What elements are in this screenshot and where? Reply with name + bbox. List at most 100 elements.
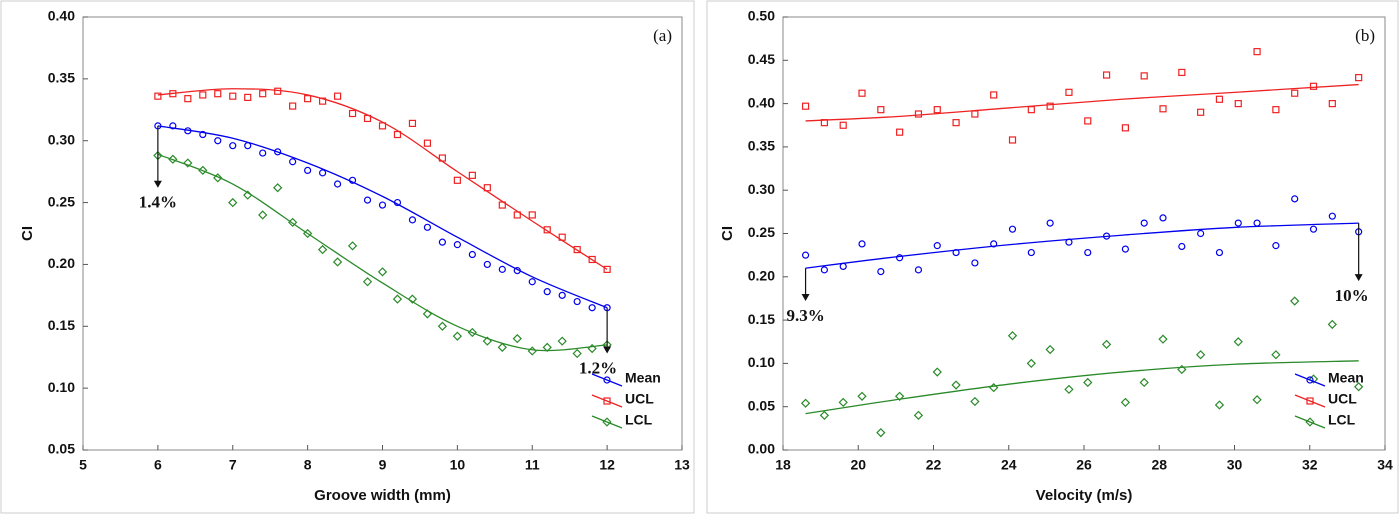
- marker-circle: [971, 259, 979, 267]
- marker-square: [588, 255, 596, 264]
- legend-label: UCL: [625, 391, 654, 407]
- y-tick-label: 0.20: [48, 255, 75, 271]
- marker-diamond: [183, 158, 193, 168]
- y-axis-label: CI: [19, 226, 36, 241]
- marker-circle: [603, 376, 611, 384]
- marker-square: [1306, 397, 1314, 405]
- marker-square: [1234, 99, 1242, 108]
- marker-diamond: [1290, 296, 1300, 306]
- marker-circle: [438, 238, 446, 246]
- marker-circle: [483, 260, 491, 269]
- x-tick-label: 26: [1076, 457, 1092, 473]
- marker-circle: [573, 297, 581, 306]
- marker-circle: [363, 196, 372, 204]
- marker-circle: [877, 268, 885, 276]
- y-tick-label: 0.00: [748, 441, 775, 457]
- marker-diamond: [482, 336, 492, 346]
- marker-diamond: [800, 398, 811, 408]
- x-tick-label: 32: [1302, 457, 1318, 473]
- legend-line: [591, 373, 623, 387]
- marker-diamond: [876, 428, 886, 438]
- marker-diamond: [407, 294, 418, 304]
- marker-circle: [1102, 232, 1111, 240]
- arrow-head: [603, 346, 612, 354]
- annotation: 10%: [1335, 286, 1369, 305]
- marker-square: [1121, 124, 1129, 132]
- marker-square: [169, 90, 177, 98]
- marker-diamond: [273, 183, 283, 193]
- marker-square: [914, 110, 923, 118]
- marker-square: [1027, 106, 1035, 114]
- y-tick-label: 0.40: [748, 94, 775, 110]
- marker-square: [229, 92, 237, 100]
- y-tick-label: 0.20: [748, 268, 775, 284]
- x-tick-label: 24: [1001, 457, 1017, 473]
- marker-circle: [1178, 242, 1186, 251]
- marker-square: [1272, 106, 1280, 114]
- marker-diamond: [302, 228, 313, 239]
- annotation: 1.4%: [139, 193, 177, 212]
- y-tick-label: 0.50: [748, 8, 775, 24]
- marker-diamond: [228, 197, 238, 208]
- marker-circle: [378, 201, 387, 209]
- marker-circle: [423, 223, 432, 231]
- marker-diamond: [1139, 377, 1149, 388]
- x-tick-label: 11: [525, 457, 540, 473]
- arrow-head: [801, 294, 810, 302]
- marker-diamond: [1083, 377, 1093, 388]
- marker-diamond: [1252, 395, 1262, 405]
- marker-circle: [1121, 245, 1129, 253]
- y-tick-label: 0.35: [48, 70, 75, 86]
- marker-square: [1215, 95, 1224, 103]
- marker-circle: [498, 265, 506, 273]
- legend-label: Mean: [625, 370, 661, 386]
- marker-circle: [169, 122, 177, 130]
- marker-circle: [229, 142, 237, 150]
- y-tick-label: 0.25: [748, 224, 775, 240]
- marker-circle: [513, 267, 521, 275]
- x-tick-label: 10: [450, 457, 466, 473]
- marker-circle: [1140, 219, 1148, 227]
- legend-line: [1294, 415, 1326, 429]
- x-axis-label: Velocity (m/s): [1036, 487, 1133, 504]
- legend-line: [1294, 394, 1326, 408]
- marker-diamond: [1195, 350, 1206, 360]
- marker-square: [933, 106, 941, 114]
- legend-line: [1294, 373, 1326, 387]
- marker-diamond: [332, 257, 343, 267]
- marker-circle: [453, 241, 461, 249]
- fit-line: [805, 360, 1359, 415]
- marker-square: [408, 119, 417, 127]
- marker-square: [1197, 108, 1205, 116]
- marker-diamond: [970, 396, 980, 407]
- y-tick-label: 0.35: [748, 138, 775, 154]
- marker-square: [820, 119, 828, 127]
- marker-square: [199, 91, 207, 99]
- marker-diamond: [572, 348, 582, 359]
- marker-circle: [408, 216, 417, 224]
- marker-square: [1102, 71, 1111, 79]
- panel-label: (a): [653, 26, 672, 45]
- marker-diamond: [557, 336, 567, 346]
- marker-diamond: [377, 267, 388, 277]
- marker-square: [184, 95, 192, 103]
- marker-diamond: [243, 190, 253, 200]
- marker-square: [1084, 117, 1092, 125]
- marker-circle: [274, 148, 282, 156]
- marker-circle: [244, 142, 252, 150]
- marker-diamond: [989, 382, 999, 393]
- y-tick-label: 0.30: [748, 181, 775, 197]
- marker-square: [274, 87, 282, 95]
- marker-square: [1140, 72, 1148, 80]
- marker-square: [483, 184, 491, 192]
- marker-circle: [558, 291, 566, 299]
- marker-diamond: [1305, 417, 1315, 427]
- marker-diamond: [1327, 319, 1337, 330]
- y-tick-label: 0.05: [48, 441, 75, 457]
- marker-diamond: [392, 294, 403, 304]
- marker-circle: [933, 242, 941, 250]
- marker-square: [528, 211, 536, 219]
- x-tick-label: 20: [850, 457, 866, 473]
- marker-circle: [528, 278, 536, 286]
- x-tick-label: 18: [775, 457, 791, 473]
